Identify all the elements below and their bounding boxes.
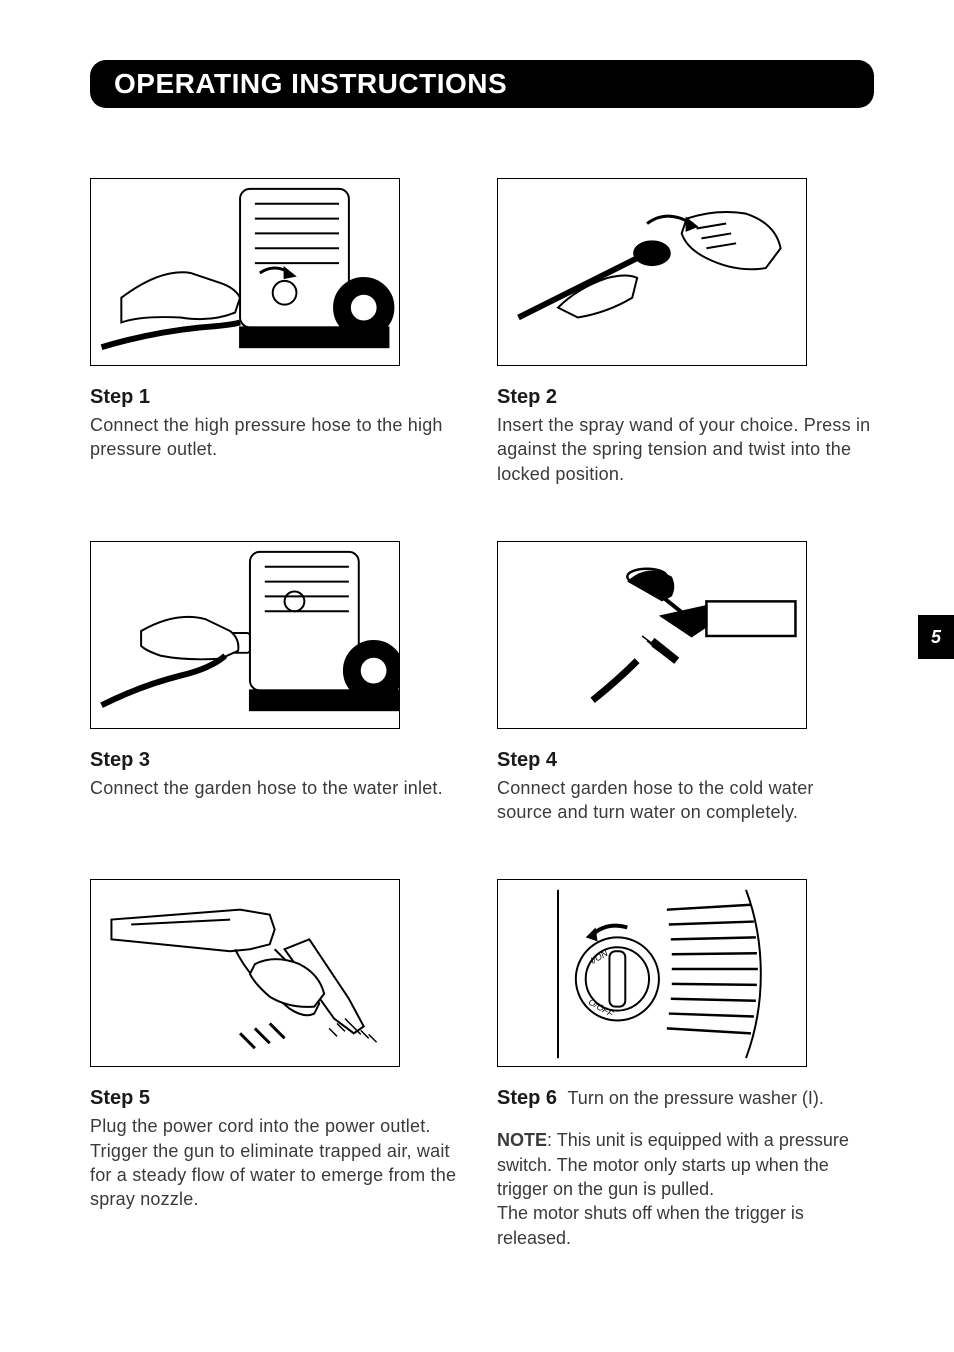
note-text-2: The motor shuts off when the trigger is …: [497, 1203, 804, 1247]
steps-grid: Step 1 Connect the high pressure hose to…: [90, 178, 874, 1250]
step-3-block: Step 3 Connect the garden hose to the wa…: [90, 541, 467, 825]
step-5-text: Plug the power cord into the power outle…: [90, 1114, 467, 1211]
step-3-text: Connect the garden hose to the water inl…: [90, 776, 467, 800]
page-number-tab: 5: [918, 615, 954, 659]
step-1-illustration: [90, 178, 400, 366]
step-5-illustration: [90, 879, 400, 1067]
step-5-title: Step 5: [90, 1087, 467, 1110]
step-4-title: Step 4: [497, 749, 874, 772]
note-label: NOTE: [497, 1130, 547, 1150]
section-header: OPERATING INSTRUCTIONS: [90, 60, 874, 108]
svg-text:I/ON: I/ON: [589, 948, 610, 966]
step-1-text: Connect the high pressure hose to the hi…: [90, 413, 467, 462]
step-4-block: Step 4 Connect garden hose to the cold w…: [497, 541, 874, 825]
step-6-block: I/ON O/OFF Step 6 Turn on the pressure w…: [497, 879, 874, 1249]
step-3-title: Step 3: [90, 749, 467, 772]
note-text-1: : This unit is equipped with a pressure …: [497, 1130, 849, 1199]
step-2-block: Step 2 Insert the spray wand of your cho…: [497, 178, 874, 486]
step-2-illustration: [497, 178, 807, 366]
step-6-text: Turn on the pressure washer (I).: [567, 1088, 823, 1108]
step-6-illustration: I/ON O/OFF: [497, 879, 807, 1067]
step-4-illustration: [497, 541, 807, 729]
step-2-text: Insert the spray wand of your choice. Pr…: [497, 413, 874, 486]
step-2-title: Step 2: [497, 386, 874, 409]
step-6-note: NOTE: This unit is equipped with a press…: [497, 1128, 874, 1249]
step-1-block: Step 1 Connect the high pressure hose to…: [90, 178, 467, 486]
step-6-title: Step 6: [497, 1087, 557, 1109]
step-5-block: Step 5 Plug the power cord into the powe…: [90, 879, 467, 1249]
step-3-illustration: [90, 541, 400, 729]
step-1-title: Step 1: [90, 386, 467, 409]
step-4-text: Connect garden hose to the cold water so…: [497, 776, 874, 825]
step-6-heading-row: Step 6 Turn on the pressure washer (I).: [497, 1087, 874, 1110]
